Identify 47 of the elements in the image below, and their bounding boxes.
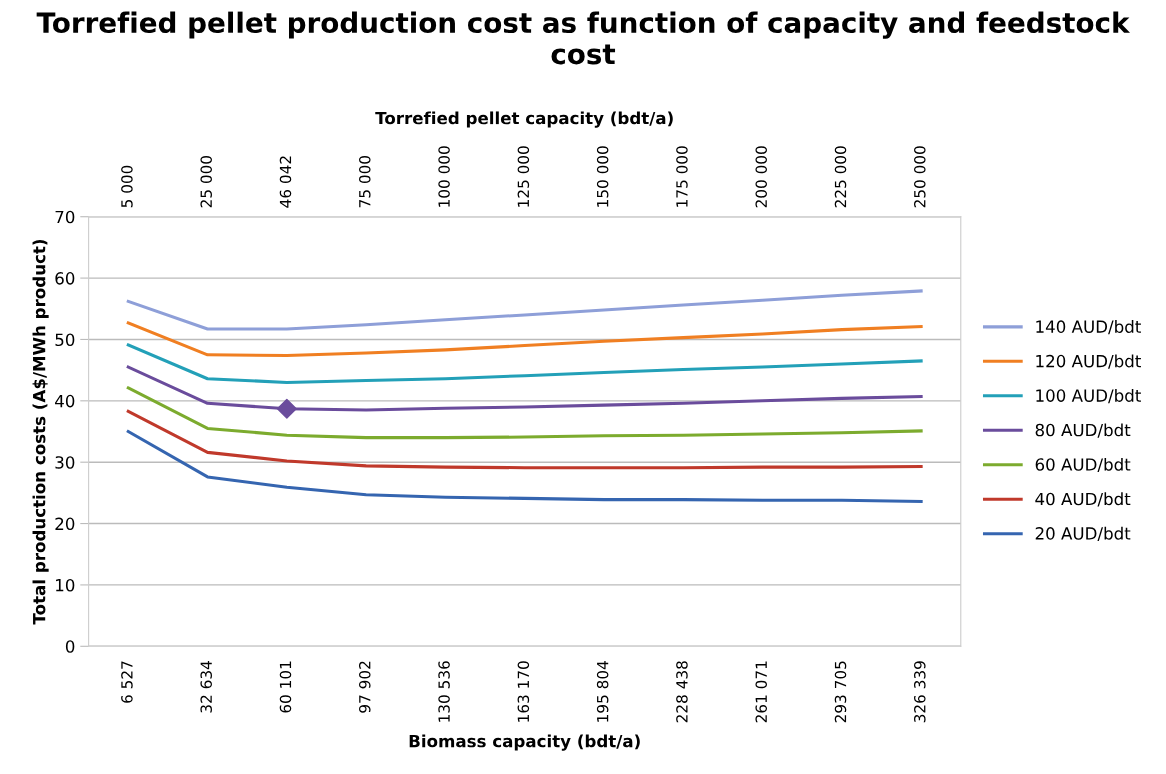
x-tick-label: 293 705: [834, 661, 847, 723]
y-tick-label: 60: [55, 272, 75, 285]
y-tick-label: 30: [55, 456, 75, 469]
line-series: [126, 386, 923, 440]
line-series: [126, 343, 923, 384]
x-tick-label: 326 339: [914, 661, 926, 723]
y-tick-label: 20: [55, 517, 75, 531]
text: 75 000: [359, 155, 371, 208]
text: 25 000: [200, 155, 212, 208]
legend-label: 120 AUD/bdt: [1036, 354, 1141, 369]
chart-title: Torrefied pellet production cost as function of capacity and feedstock cost: [36, 11, 1131, 65]
text: 125 000: [517, 146, 530, 207]
x2-axis-title: Torrefied pellet capacity (bdt/a): [375, 111, 673, 128]
legend-label: 80 AUD/bdt: [1035, 423, 1131, 438]
legend-label: 20 AUD/bdt: [1035, 526, 1131, 542]
x-tick-label: 60 101: [279, 661, 292, 713]
x-tick-label: 261 071: [755, 661, 767, 723]
y-tick-label: 70: [55, 210, 75, 224]
x-axis-title: Biomass capacity (bdt/a): [409, 734, 640, 751]
text: 100 000: [438, 146, 450, 207]
legend-label: 100 AUD/bdt: [1036, 388, 1141, 404]
text: 200 000: [755, 146, 767, 208]
x-tick-label: 228 438: [676, 661, 688, 723]
x-tick-label: 6 527: [121, 661, 133, 703]
legend-label: 40 AUD/bdt: [1035, 492, 1131, 507]
x-tick-label: 97 902: [359, 661, 371, 713]
x-tick-label: 32 634: [200, 661, 212, 713]
x-tick-label: 130 536: [438, 661, 450, 722]
y-axis-title: Total production costs (A$/MWh product): [32, 239, 49, 625]
legend-label: 140 AUD/bdt: [1036, 320, 1141, 335]
line-series: [126, 409, 923, 470]
line-series: [126, 321, 923, 357]
text: 5 000: [121, 165, 133, 208]
x-tick-label: 163 170: [517, 661, 530, 722]
y-tick-label: 0: [65, 640, 75, 653]
y-tick-label: 40: [55, 394, 75, 408]
line-series: [126, 289, 923, 331]
text: 225 000: [834, 146, 847, 208]
y-tick-label: 50: [55, 333, 75, 347]
text: 150 000: [596, 146, 609, 207]
line-series: [126, 429, 923, 503]
text: 250 000: [914, 146, 926, 208]
text: 175 000: [676, 146, 688, 207]
x-tick-label: 195 804: [596, 661, 609, 722]
text: 46 042: [279, 156, 292, 208]
legend-label: 60 AUD/bdt: [1035, 457, 1131, 473]
y-tick-label: 10: [56, 578, 75, 592]
